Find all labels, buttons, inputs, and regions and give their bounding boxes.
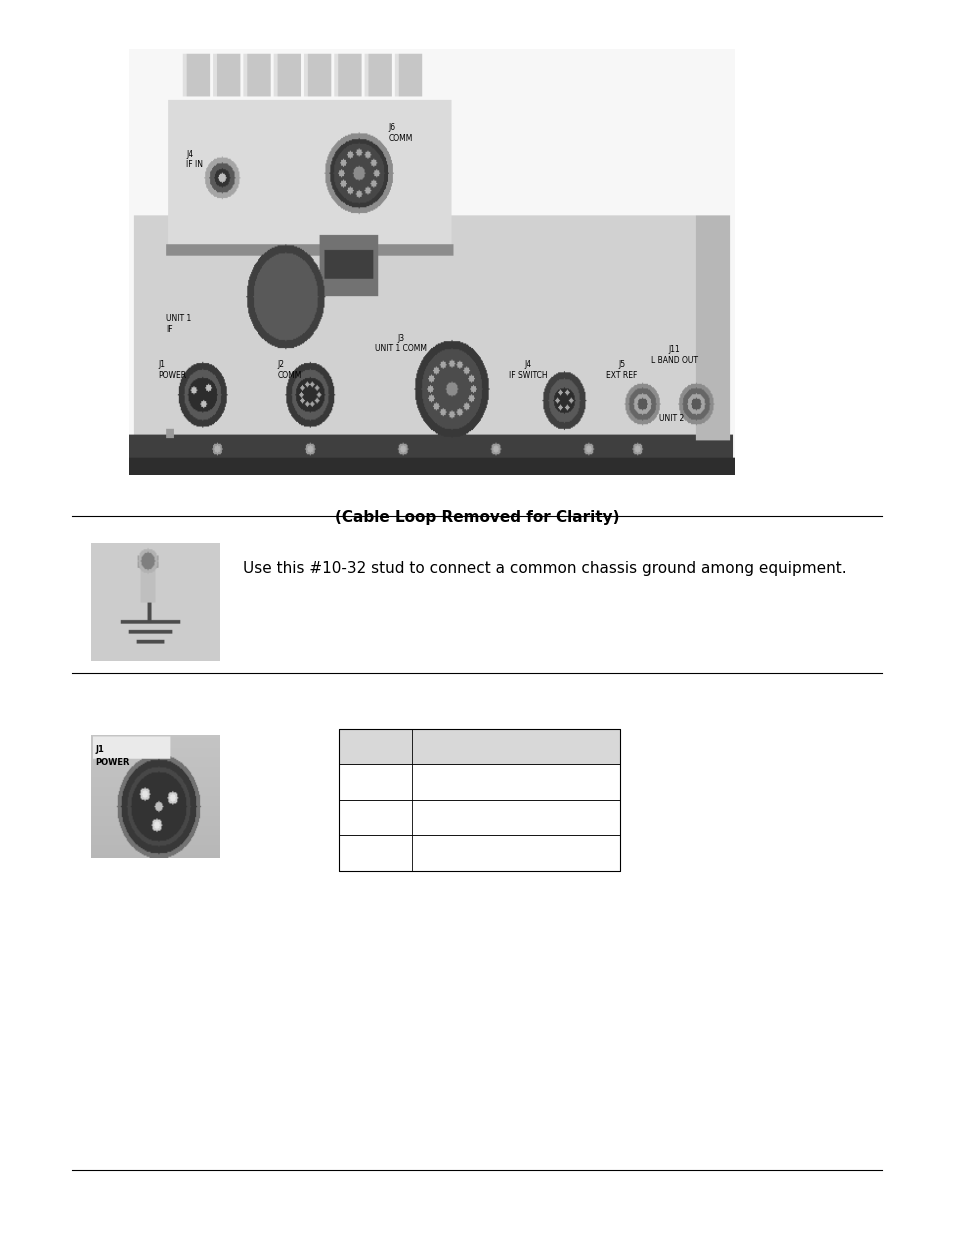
- Text: J4
IF SWITCH: J4 IF SWITCH: [508, 361, 547, 380]
- Text: J5
EXT REF: J5 EXT REF: [605, 361, 637, 380]
- Text: UNIT 2: UNIT 2: [659, 414, 683, 422]
- Text: J4
IF IN: J4 IF IN: [186, 149, 203, 169]
- Bar: [338, 835, 619, 871]
- Bar: [338, 729, 619, 764]
- Text: J1: J1: [95, 746, 104, 755]
- Text: POWER: POWER: [95, 758, 130, 767]
- Text: J6
COMM: J6 COMM: [388, 124, 412, 142]
- Text: UNIT 1
IF: UNIT 1 IF: [166, 315, 192, 333]
- Text: Use this #10-32 stud to connect a common chassis ground among equipment.: Use this #10-32 stud to connect a common…: [243, 561, 846, 576]
- Bar: [338, 764, 619, 800]
- Text: J1
POWER: J1 POWER: [158, 361, 187, 380]
- Text: (Cable Loop Removed for Clarity): (Cable Loop Removed for Clarity): [335, 510, 618, 525]
- Text: J11
L BAND OUT: J11 L BAND OUT: [650, 346, 698, 364]
- Bar: [338, 729, 619, 871]
- Text: J2
COMM: J2 COMM: [277, 361, 302, 380]
- Bar: [338, 800, 619, 835]
- Text: J3
UNIT 1 COMM: J3 UNIT 1 COMM: [375, 333, 426, 353]
